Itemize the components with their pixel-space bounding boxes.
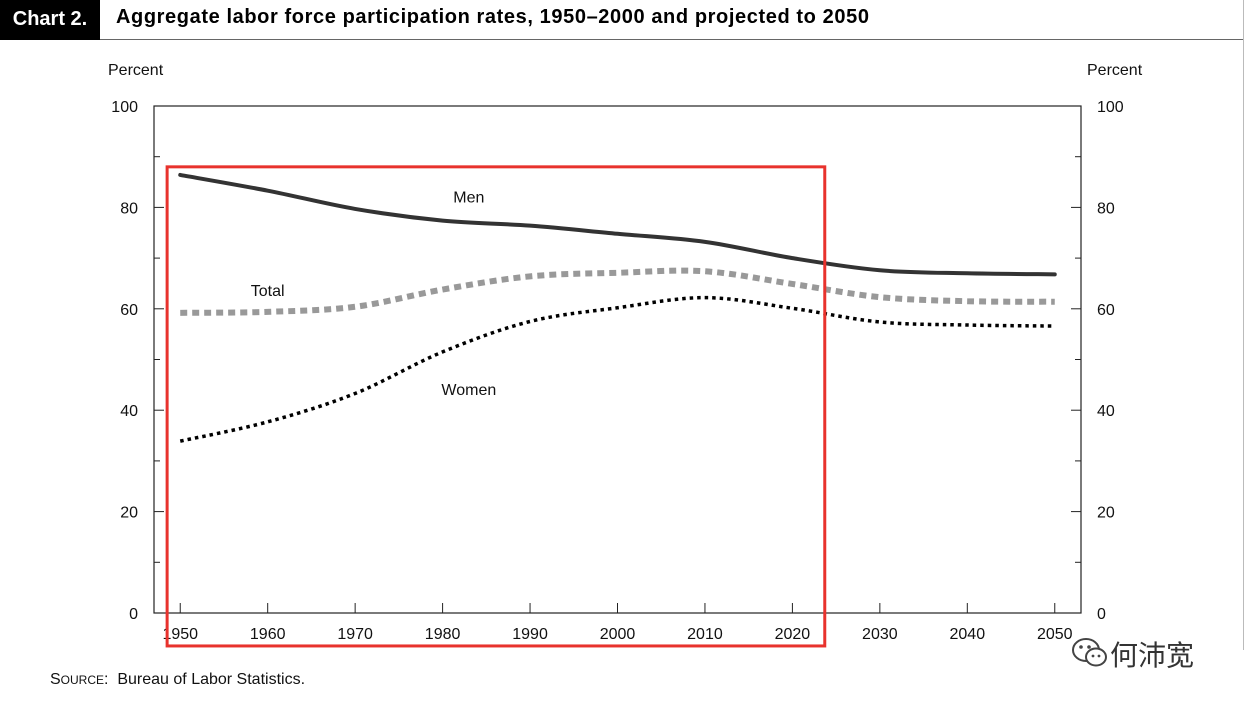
x-tick-label: 1970 xyxy=(337,626,373,643)
x-tick-label: 2040 xyxy=(950,626,986,643)
wechat-icon xyxy=(1072,638,1107,667)
y-tick-label-left: 0 xyxy=(129,606,138,623)
title-divider xyxy=(100,39,1244,40)
y-tick-label-right: 40 xyxy=(1097,403,1115,420)
x-tick-label: 2020 xyxy=(775,626,811,643)
series-label-total: Total xyxy=(251,283,285,300)
watermark: 何沛宽 xyxy=(1070,630,1210,674)
x-tick-label: 1950 xyxy=(162,626,198,643)
source-text: Bureau of Labor Statistics. xyxy=(117,671,306,688)
plot-frame xyxy=(153,105,1082,614)
x-tick-label: 2010 xyxy=(687,626,723,643)
series-line-total xyxy=(180,267,1055,316)
y-tick-label-left: 60 xyxy=(120,302,138,319)
highlight-box xyxy=(165,165,827,648)
source-label: SOURCE: xyxy=(50,671,109,688)
y-tick-label-right: 100 xyxy=(1097,99,1124,116)
x-tick-label: 1990 xyxy=(512,626,548,643)
y-tick-label-right: 80 xyxy=(1097,200,1115,217)
y-tick-label-right: 60 xyxy=(1097,302,1115,319)
series-label-women: Women xyxy=(441,382,496,399)
series-label-men: Men xyxy=(453,189,484,206)
y-tick-label-right: 0 xyxy=(1097,606,1106,623)
y-tick-label-left: 100 xyxy=(111,99,138,116)
watermark-text: 何沛宽 xyxy=(1110,640,1195,671)
series-line-women xyxy=(179,295,1055,443)
y-tick-label-right: 20 xyxy=(1097,505,1115,522)
series-line-men xyxy=(178,172,1057,277)
y-tick-label-left: 20 xyxy=(120,505,138,522)
y-tick-label-left: 80 xyxy=(120,200,138,217)
source-note: SOURCE: Bureau of Labor Statistics. xyxy=(50,671,305,689)
chart-number-label: Chart 2. xyxy=(0,0,100,40)
x-tick-label: 2050 xyxy=(1037,626,1073,643)
x-tick-label: 1960 xyxy=(250,626,286,643)
x-tick-label: 1980 xyxy=(425,626,461,643)
x-tick-label: 2000 xyxy=(600,626,636,643)
x-tick-label: 2030 xyxy=(862,626,898,643)
chart-title: Aggregate labor force participation rate… xyxy=(116,6,870,28)
y-axis-label-left: Percent xyxy=(108,62,164,79)
y-tick-label-left: 40 xyxy=(120,403,138,420)
y-axis-label-right: Percent xyxy=(1087,62,1143,79)
